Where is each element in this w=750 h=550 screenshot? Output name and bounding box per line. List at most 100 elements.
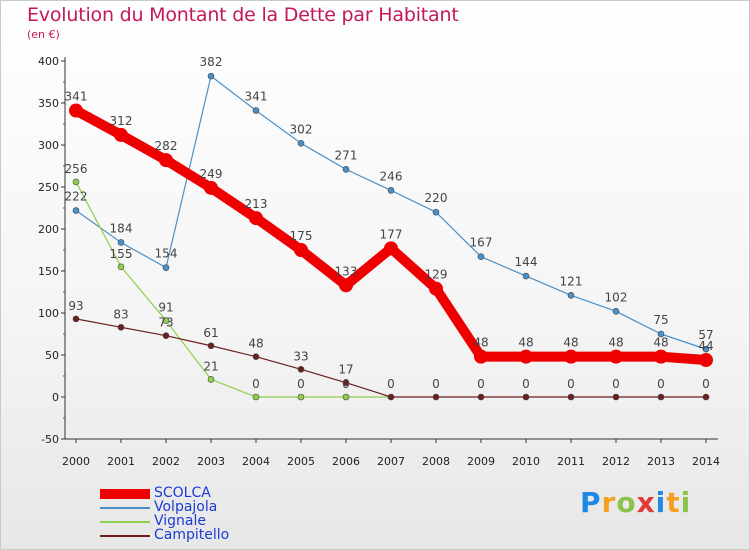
data-label-campitello-2009: 0 (477, 377, 485, 391)
data-label-volpajola-2001: 184 (110, 221, 133, 235)
legend-swatch-campitello (100, 535, 150, 537)
x-tick-label-2002: 2002 (152, 455, 180, 468)
data-label-campitello-2004: 48 (248, 337, 263, 351)
x-tick-label-2014: 2014 (692, 455, 720, 468)
data-label-vignale-2000: 256 (65, 162, 88, 176)
data-label-scolca-2013: 48 (653, 336, 668, 350)
point-campitello-2010 (522, 393, 530, 401)
y-tick-label-50: 50 (45, 349, 59, 362)
point-campitello-2005 (297, 365, 305, 373)
point-vignale-2004 (252, 393, 260, 401)
point-campitello-2014 (702, 393, 710, 401)
x-tick-label-2000: 2000 (62, 455, 90, 468)
point-scolca-2010 (519, 349, 533, 364)
point-scolca-2013 (654, 349, 668, 364)
point-campitello-2008 (432, 393, 440, 401)
point-volpajola-2013 (657, 330, 665, 338)
data-label-scolca-2006: 133 (335, 264, 358, 278)
point-scolca-2007 (384, 241, 398, 256)
point-volpajola-2002 (162, 264, 170, 271)
point-vignale-2003 (207, 376, 215, 383)
data-label-scolca-2002: 282 (155, 139, 178, 153)
x-tick-label-2011: 2011 (557, 455, 585, 468)
x-tick-label-2005: 2005 (287, 455, 315, 468)
point-vignale-2001 (117, 263, 125, 271)
x-tick-label-2010: 2010 (512, 455, 540, 468)
data-label-scolca-2014: 44 (698, 339, 713, 353)
data-label-scolca-2000: 341 (65, 90, 88, 104)
data-label-volpajola-2009: 167 (470, 236, 493, 250)
y-tick-label-100: 100 (38, 307, 59, 320)
data-label-campitello-2010: 0 (522, 377, 530, 391)
x-tick-label-2004: 2004 (242, 455, 270, 468)
data-label-campitello-2011: 0 (567, 377, 575, 391)
data-label-volpajola-2011: 121 (560, 274, 583, 288)
data-label-volpajola-2006: 271 (335, 148, 358, 162)
point-scolca-2006 (339, 278, 353, 293)
data-label-volpajola-2013: 75 (653, 313, 668, 327)
data-label-campitello-2012: 0 (612, 377, 620, 391)
data-label-campitello-2008: 0 (432, 377, 440, 391)
logo-letter: r (601, 486, 617, 519)
point-volpajola-2006 (342, 166, 350, 173)
legend-swatch-scolca (100, 489, 150, 499)
data-label-volpajola-2008: 220 (425, 191, 448, 205)
data-label-vignale-2002: 91 (158, 301, 173, 315)
x-tick-label-2008: 2008 (422, 455, 450, 468)
point-campitello-2001 (117, 323, 125, 331)
point-scolca-2009 (474, 349, 488, 364)
data-label-vignale-2006: 0 (342, 377, 350, 391)
data-label-vignale-2005: 0 (297, 377, 305, 391)
series-line-vignale (75, 181, 392, 398)
point-volpajola-2000 (72, 207, 80, 214)
point-vignale-2006 (342, 393, 350, 401)
point-campitello-2011 (567, 393, 575, 401)
point-volpajola-2007 (387, 187, 395, 194)
point-campitello-2012 (612, 393, 620, 401)
y-tick-label-350: 350 (38, 97, 59, 110)
data-label-campitello-2003: 61 (203, 326, 218, 340)
logo-letter: o (616, 486, 637, 519)
point-volpajola-2001 (117, 239, 125, 246)
x-tick-label-2009: 2009 (467, 455, 495, 468)
point-volpajola-2011 (567, 292, 575, 299)
point-campitello-2003 (207, 342, 215, 350)
data-label-campitello-2000: 93 (68, 299, 83, 313)
point-scolca-2004 (249, 211, 263, 226)
point-campitello-2007 (387, 393, 395, 401)
point-volpajola-2010 (522, 272, 530, 280)
data-label-campitello-2002: 73 (158, 316, 173, 330)
point-volpajola-2004 (252, 107, 260, 114)
data-label-scolca-2004: 213 (245, 197, 268, 211)
point-campitello-2000 (72, 315, 80, 323)
data-label-campitello-2007: 0 (387, 377, 395, 391)
point-vignale-2002 (162, 317, 170, 324)
data-label-scolca-2003: 249 (200, 167, 223, 181)
data-label-vignale-2001: 155 (110, 247, 133, 261)
point-campitello-2009 (477, 393, 485, 401)
point-volpajola-2009 (477, 253, 485, 261)
legend-swatch-vignale (100, 521, 150, 523)
data-label-campitello-2014: 0 (702, 377, 710, 391)
legend-label-campitello: Campitello (154, 527, 230, 543)
point-scolca-2002 (159, 153, 173, 168)
data-label-vignale-2004: 0 (252, 377, 260, 391)
logo-letter: x (636, 486, 656, 519)
point-scolca-2005 (294, 243, 308, 257)
chart-title: Evolution du Montant de la Dette par Hab… (27, 4, 459, 26)
y-tick-label-400: 400 (38, 55, 59, 68)
point-scolca-2008 (429, 281, 443, 296)
x-tick-label-2007: 2007 (377, 455, 405, 468)
point-volpajola-2005 (297, 140, 305, 147)
point-scolca-2003 (204, 180, 218, 195)
legend-swatch-volpajola (100, 507, 150, 509)
data-label-campitello-2001: 83 (113, 307, 128, 321)
data-label-volpajola-2000: 222 (65, 190, 88, 204)
y-tick-label-200: 200 (38, 223, 59, 236)
point-volpajola-2003 (207, 72, 215, 80)
data-label-volpajola-2003: 382 (200, 55, 223, 69)
point-scolca-2011 (564, 349, 578, 364)
data-label-volpajola-2012: 102 (605, 290, 628, 304)
